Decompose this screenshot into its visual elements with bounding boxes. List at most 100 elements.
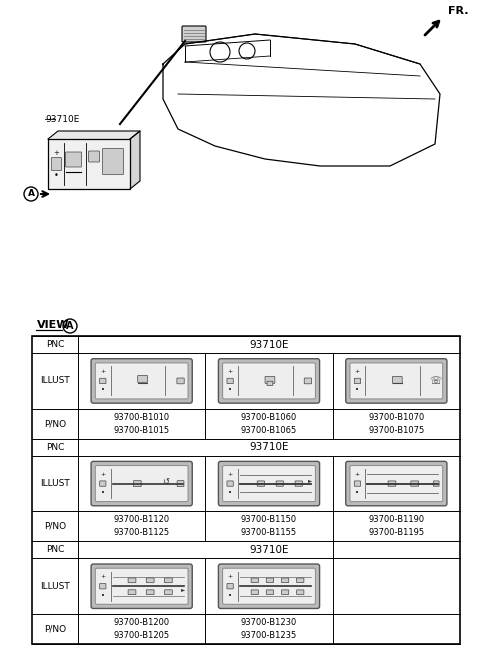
- FancyBboxPatch shape: [227, 481, 233, 486]
- FancyBboxPatch shape: [95, 466, 188, 502]
- Text: A: A: [66, 321, 74, 331]
- FancyBboxPatch shape: [100, 481, 106, 486]
- FancyBboxPatch shape: [100, 378, 106, 383]
- FancyBboxPatch shape: [433, 481, 439, 486]
- Text: +: +: [355, 369, 360, 374]
- Text: P/NO: P/NO: [44, 625, 66, 634]
- FancyBboxPatch shape: [146, 590, 154, 594]
- Text: PNC: PNC: [46, 545, 64, 555]
- FancyBboxPatch shape: [128, 590, 136, 594]
- FancyBboxPatch shape: [165, 590, 172, 594]
- Text: FR.: FR.: [448, 6, 468, 16]
- FancyBboxPatch shape: [281, 590, 289, 594]
- FancyBboxPatch shape: [295, 481, 302, 486]
- FancyBboxPatch shape: [218, 461, 320, 506]
- Polygon shape: [48, 131, 140, 139]
- Text: •: •: [228, 490, 232, 496]
- Text: +: +: [100, 472, 106, 477]
- FancyBboxPatch shape: [177, 481, 184, 487]
- Text: 93710E: 93710E: [249, 442, 289, 452]
- FancyBboxPatch shape: [95, 363, 188, 399]
- Text: +: +: [53, 150, 59, 156]
- Text: 93710E: 93710E: [249, 545, 289, 555]
- FancyBboxPatch shape: [281, 578, 289, 583]
- FancyBboxPatch shape: [266, 590, 274, 594]
- FancyBboxPatch shape: [65, 152, 82, 167]
- FancyBboxPatch shape: [223, 363, 315, 399]
- FancyBboxPatch shape: [128, 578, 136, 583]
- FancyBboxPatch shape: [257, 481, 264, 486]
- Text: ILLUST: ILLUST: [40, 582, 70, 591]
- Text: P/NO: P/NO: [44, 522, 66, 531]
- Text: ►: ►: [308, 478, 312, 483]
- FancyBboxPatch shape: [146, 578, 154, 583]
- Text: 93700-B1070
93700-B1075: 93700-B1070 93700-B1075: [368, 413, 424, 435]
- Text: •: •: [101, 387, 105, 393]
- Circle shape: [63, 319, 77, 333]
- FancyBboxPatch shape: [304, 378, 312, 384]
- Text: 93700-B1230
93700-B1235: 93700-B1230 93700-B1235: [241, 618, 297, 640]
- Polygon shape: [130, 131, 140, 189]
- Text: 93710E: 93710E: [45, 114, 79, 124]
- FancyBboxPatch shape: [354, 481, 360, 486]
- Text: +: +: [228, 472, 233, 477]
- FancyBboxPatch shape: [251, 590, 258, 594]
- FancyBboxPatch shape: [392, 377, 402, 383]
- Text: •: •: [228, 593, 232, 598]
- Text: PNC: PNC: [46, 340, 64, 349]
- Text: 93710E: 93710E: [249, 339, 289, 349]
- Text: •: •: [101, 593, 105, 598]
- FancyBboxPatch shape: [95, 568, 188, 604]
- FancyBboxPatch shape: [218, 358, 320, 403]
- FancyBboxPatch shape: [223, 466, 315, 502]
- Text: A: A: [27, 190, 35, 199]
- FancyBboxPatch shape: [251, 578, 258, 583]
- Text: +: +: [100, 574, 106, 579]
- FancyBboxPatch shape: [350, 466, 443, 502]
- FancyBboxPatch shape: [103, 148, 123, 175]
- FancyBboxPatch shape: [276, 481, 283, 486]
- FancyBboxPatch shape: [91, 461, 192, 506]
- FancyBboxPatch shape: [165, 578, 172, 583]
- FancyBboxPatch shape: [177, 378, 184, 384]
- FancyBboxPatch shape: [88, 151, 99, 162]
- FancyBboxPatch shape: [297, 590, 304, 594]
- Text: •: •: [356, 387, 360, 393]
- Text: P/NO: P/NO: [44, 419, 66, 428]
- FancyBboxPatch shape: [346, 358, 447, 403]
- Text: ►: ►: [181, 587, 186, 592]
- FancyBboxPatch shape: [91, 358, 192, 403]
- Text: •: •: [54, 171, 59, 179]
- FancyBboxPatch shape: [411, 481, 419, 486]
- FancyBboxPatch shape: [267, 381, 273, 386]
- FancyBboxPatch shape: [350, 363, 443, 399]
- Text: •: •: [356, 490, 360, 496]
- FancyBboxPatch shape: [138, 375, 147, 383]
- Text: 93700-B1120
93700-B1125: 93700-B1120 93700-B1125: [114, 515, 170, 538]
- Text: +: +: [228, 369, 233, 374]
- FancyBboxPatch shape: [133, 481, 141, 487]
- FancyBboxPatch shape: [265, 377, 275, 383]
- FancyBboxPatch shape: [354, 378, 360, 383]
- FancyBboxPatch shape: [218, 564, 320, 608]
- Text: 93700-B1190
93700-B1195: 93700-B1190 93700-B1195: [368, 515, 424, 538]
- Text: VIEW: VIEW: [37, 320, 70, 330]
- FancyBboxPatch shape: [346, 461, 447, 506]
- Bar: [48, 139, 130, 189]
- Text: ↺: ↺: [162, 477, 169, 486]
- Text: +: +: [100, 369, 106, 374]
- FancyBboxPatch shape: [51, 158, 61, 171]
- Text: ☏: ☏: [429, 376, 441, 386]
- Bar: [32, 336, 460, 644]
- FancyBboxPatch shape: [91, 564, 192, 608]
- FancyBboxPatch shape: [297, 578, 304, 583]
- Text: PNC: PNC: [46, 443, 64, 452]
- FancyBboxPatch shape: [100, 583, 106, 589]
- FancyBboxPatch shape: [223, 568, 315, 604]
- Text: ILLUST: ILLUST: [40, 377, 70, 385]
- FancyBboxPatch shape: [227, 378, 233, 383]
- Circle shape: [24, 187, 38, 201]
- FancyBboxPatch shape: [227, 583, 233, 589]
- Text: +: +: [228, 574, 233, 579]
- Text: ILLUST: ILLUST: [40, 479, 70, 488]
